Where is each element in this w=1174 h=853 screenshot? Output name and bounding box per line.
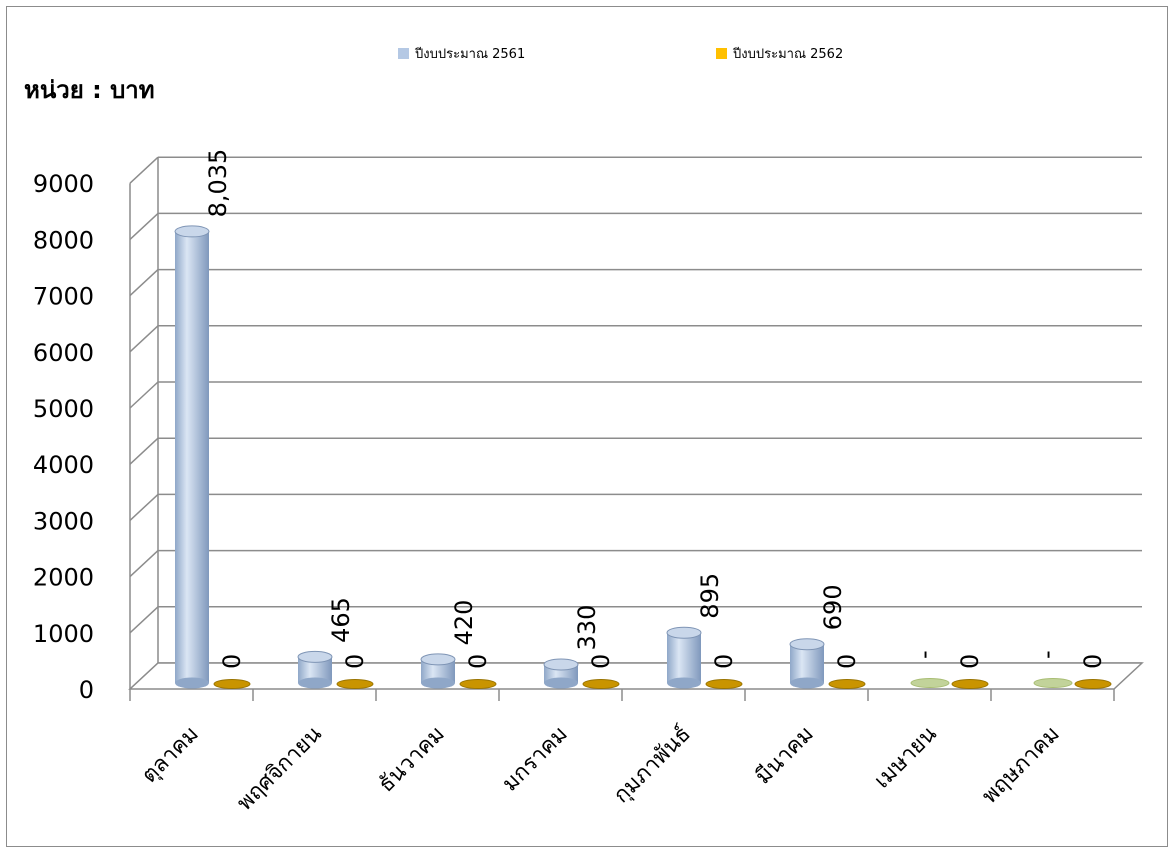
y-tick-label: 3000 — [33, 507, 94, 535]
gridline-side — [129, 606, 159, 634]
data-label-2562: 0 — [218, 654, 246, 669]
y-tick-label: 0 — [79, 676, 94, 704]
data-label-2562: 0 — [833, 654, 861, 669]
data-label-2561: - — [910, 650, 938, 659]
data-label-2561: 330 — [573, 605, 601, 651]
y-tick-label: 5000 — [33, 395, 94, 423]
x-tick-label: มีนาคม — [751, 722, 819, 790]
bar-2561-empty — [1033, 678, 1073, 688]
bar-2561 — [175, 231, 209, 684]
bar-2561 — [667, 632, 701, 683]
data-label-2561: 8,035 — [204, 149, 232, 218]
bar-2561-base — [421, 677, 455, 689]
data-label-2561: 465 — [327, 597, 355, 643]
data-label-2562: 0 — [341, 654, 369, 669]
bar-2562 — [951, 679, 989, 689]
legend: ปีงบประมาณ 2561 ปีงบประมาณ 2562 — [398, 46, 843, 62]
gridline-side — [129, 493, 159, 521]
y-tick-label: 6000 — [33, 339, 94, 367]
gridline-side — [129, 550, 159, 578]
bar-2561-cap — [789, 638, 825, 651]
data-label-2562: 0 — [956, 654, 984, 669]
bar-2562 — [213, 679, 251, 689]
x-tick-label: กุมภาพันธ์ — [609, 722, 696, 809]
bar-series: 8,035 0 465 0 420 0 330 0 895 0 690 0 - 0 - 0 — [174, 149, 1112, 689]
data-label-2561: 420 — [450, 600, 478, 646]
y-tick-label: 9000 — [33, 170, 94, 198]
unit-label: หน่วย : บาท — [24, 76, 155, 104]
data-label-2561: 690 — [819, 584, 847, 630]
bar-2561-cap — [666, 626, 702, 639]
bar-2561-base — [790, 677, 824, 689]
x-tick-label: พฤษภาคม — [977, 722, 1064, 809]
y-tick-label: 1000 — [33, 620, 94, 648]
x-tick-label: ตุลาคม — [137, 722, 204, 789]
data-label-2561: - — [1033, 650, 1061, 659]
legend-swatch — [716, 48, 727, 59]
bar-2562 — [1074, 679, 1112, 689]
legend-swatch — [398, 48, 409, 59]
y-tick-label: 8000 — [33, 226, 94, 254]
bar-2561-cap — [174, 225, 210, 238]
chart-walls — [128, 156, 1144, 701]
bar-2561-base — [298, 677, 332, 689]
bar-2562 — [582, 679, 620, 689]
data-label-2561: 895 — [696, 573, 724, 619]
bar-2562 — [336, 679, 374, 689]
x-axis-labels: ตุลาคม พฤศจิกายน ธันวาคม มกราคม กุมภาพันธ์ มี… — [137, 722, 1065, 816]
bar-2561-cap — [420, 653, 456, 666]
gridline-side — [129, 437, 159, 465]
bar-2562 — [705, 679, 743, 689]
gridline-side — [129, 156, 159, 184]
data-label-2562: 0 — [1079, 654, 1107, 669]
bar-2561-empty — [910, 678, 950, 688]
bar-2562 — [459, 679, 497, 689]
data-label-2562: 0 — [710, 654, 738, 669]
x-tick-label: ธันวาคม — [374, 722, 450, 798]
bar-2561-cap — [543, 658, 579, 671]
x-tick-label: พฤศจิกายน — [232, 722, 326, 816]
data-label-2562: 0 — [587, 654, 615, 669]
x-tick-label: เมษายน — [870, 722, 942, 794]
bar-2562 — [828, 679, 866, 689]
bar-2561-base — [544, 677, 578, 689]
y-tick-label: 7000 — [33, 283, 94, 311]
gridline-side — [129, 381, 159, 409]
bar-2561-cap — [297, 650, 333, 663]
y-tick-label: 2000 — [33, 564, 94, 592]
y-tick-label: 4000 — [33, 451, 94, 479]
legend-label: ปีงบประมาณ 2561 — [414, 46, 525, 62]
legend-label: ปีงบประมาณ 2562 — [732, 46, 843, 62]
gridline-side — [129, 325, 159, 353]
bar-2561 — [421, 659, 455, 683]
data-label-2562: 0 — [464, 654, 492, 669]
chart-floor — [128, 662, 1144, 690]
gridline-side — [129, 269, 159, 297]
gridline-side — [129, 212, 159, 240]
x-tick-label: มกราคม — [498, 722, 573, 797]
y-axis-ticks: 0 1000 2000 3000 4000 5000 6000 7000 8000 9000 — [33, 170, 94, 704]
bar-2561-base — [667, 677, 701, 689]
bar-2561-base — [175, 677, 209, 689]
bar-2561 — [790, 644, 824, 683]
